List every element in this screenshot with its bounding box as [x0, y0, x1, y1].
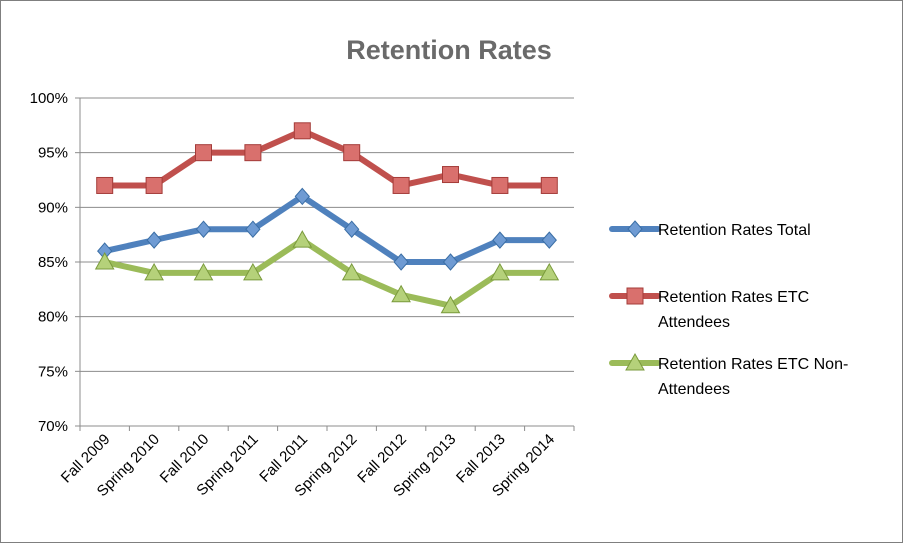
y-axis-tick-labels: 70% 75% 80% 85% 90% 95% 100% — [30, 90, 68, 435]
data-point-marker — [442, 166, 459, 184]
legend-label: Retention Rates ETC — [658, 289, 809, 306]
y-tick-label: 95% — [38, 145, 68, 162]
data-point-marker — [490, 262, 510, 281]
legend-label: Retention Rates Total — [658, 222, 811, 239]
series-1 — [97, 187, 557, 271]
data-point-marker — [245, 220, 261, 238]
chart-title: Retention Rates — [346, 35, 552, 65]
data-point-marker — [195, 220, 212, 238]
series-line — [101, 127, 553, 189]
legend-label: Retention Rates ETC Non- — [658, 356, 848, 373]
series-3 — [94, 230, 560, 314]
series-line — [101, 193, 553, 265]
data-point-marker — [344, 220, 360, 238]
data-point-marker — [195, 144, 212, 162]
legend-marker — [625, 352, 645, 371]
data-point-marker — [94, 251, 115, 270]
series — [94, 122, 560, 314]
data-point-marker — [440, 295, 461, 314]
data-point-marker — [391, 284, 411, 303]
data-point-marker — [392, 176, 410, 194]
data-point-marker — [244, 144, 262, 162]
series-line — [101, 237, 553, 309]
data-point-marker — [292, 230, 313, 248]
y-tick-label: 100% — [30, 90, 68, 107]
legend-entry-2: Retention Rates ETC Attendees — [609, 287, 809, 331]
data-point-marker — [144, 262, 164, 281]
data-point-marker — [442, 253, 459, 271]
data-point-marker — [193, 262, 214, 281]
data-point-marker — [341, 262, 362, 281]
y-tick-label: 85% — [38, 254, 68, 271]
data-point-marker — [492, 231, 508, 249]
data-point-marker — [491, 176, 509, 194]
data-point-marker — [541, 231, 557, 249]
data-point-marker — [146, 231, 162, 249]
data-point-marker — [96, 176, 114, 194]
data-point-marker — [539, 262, 560, 281]
y-tick-label: 80% — [38, 309, 68, 326]
legend-entry-3: Retention Rates ETC Non- Attendees — [609, 352, 848, 398]
legend-label: Attendees — [658, 381, 730, 398]
series-2 — [96, 122, 558, 194]
gridlines — [80, 97, 574, 372]
legend-marker — [626, 287, 644, 305]
data-point-marker — [343, 144, 361, 162]
legend-entry-1: Retention Rates Total — [609, 220, 811, 239]
y-tick-label: 75% — [38, 363, 68, 380]
axes — [75, 97, 575, 431]
y-tick-label: 90% — [38, 199, 68, 216]
data-point-marker — [540, 176, 558, 194]
legend: Retention Rates Total Retention Rates ETC… — [609, 220, 848, 398]
data-point-marker — [145, 176, 163, 194]
data-point-marker — [243, 262, 263, 281]
legend-marker — [627, 220, 643, 238]
data-point-marker — [294, 187, 310, 206]
data-point-marker — [293, 122, 311, 140]
legend-label: Attendees — [658, 314, 730, 331]
y-tick-label: 70% — [38, 418, 68, 435]
data-point-marker — [393, 253, 409, 271]
